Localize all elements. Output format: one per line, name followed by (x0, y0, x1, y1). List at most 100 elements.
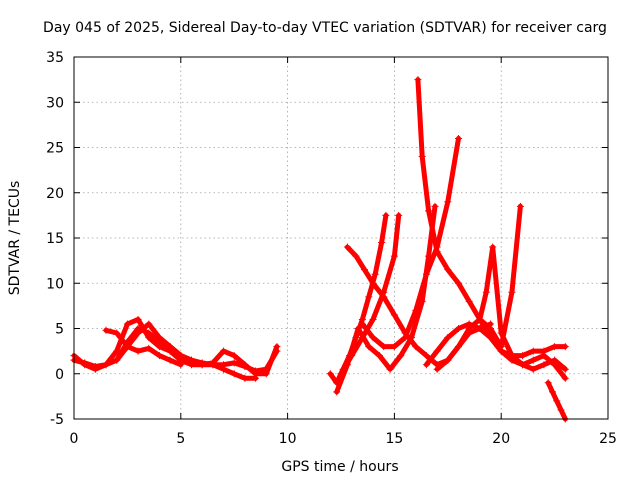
data-point (401, 334, 409, 342)
data-point (433, 243, 441, 251)
series-line (327, 212, 389, 386)
data-point (333, 388, 341, 396)
y-tick-label: 5 (55, 322, 64, 338)
x-tick-label: 15 (385, 431, 403, 447)
data-point (326, 370, 334, 378)
data-point (382, 211, 390, 219)
data-point (465, 320, 473, 328)
data-point (220, 365, 228, 373)
data-point (343, 361, 351, 369)
data-point (81, 361, 89, 369)
y-tick-label: 15 (46, 231, 64, 247)
data-point (187, 356, 195, 364)
data-point (487, 325, 495, 332)
data-point (134, 329, 142, 337)
data-point (390, 252, 398, 260)
data-point (390, 343, 398, 351)
data-point (476, 325, 484, 332)
data-point (102, 326, 110, 334)
data-point (425, 207, 433, 215)
data-point (113, 356, 121, 364)
data-point (544, 379, 552, 387)
data-point (487, 334, 495, 342)
data-point (561, 343, 569, 351)
data-point (407, 334, 415, 342)
data-point (252, 374, 260, 382)
data-point (220, 347, 228, 355)
series-line (423, 321, 568, 381)
data-point (529, 347, 537, 355)
data-point (397, 352, 405, 360)
data-point (343, 243, 351, 251)
data-point (548, 388, 556, 396)
series-line (477, 244, 568, 372)
data-point (465, 297, 473, 305)
data-point (371, 270, 379, 278)
data-point (113, 347, 121, 355)
y-tick-label: -5 (50, 412, 64, 428)
data-point (166, 343, 174, 351)
grid-lines (74, 57, 608, 419)
series-arc-12 (422, 320, 569, 382)
data-point (369, 315, 377, 323)
series-line (103, 327, 184, 368)
data-point (431, 202, 439, 210)
data-point (561, 374, 569, 382)
data-point (198, 361, 206, 369)
x-tick-label: 5 (176, 431, 185, 447)
data-point (529, 356, 537, 364)
x-tick-label: 0 (70, 431, 79, 447)
data-point (354, 325, 362, 332)
data-point (123, 320, 131, 328)
data-point (519, 361, 527, 369)
series-arc-4 (113, 320, 260, 382)
data-point (390, 311, 398, 319)
data-point (166, 356, 174, 364)
data-series (70, 76, 569, 423)
data-point (369, 279, 377, 287)
series-line (114, 321, 259, 381)
data-point (262, 370, 270, 378)
data-point (91, 365, 99, 373)
data-point (497, 329, 505, 337)
data-point (454, 343, 462, 351)
data-point (113, 329, 121, 337)
data-point (145, 344, 153, 352)
data-point (145, 334, 153, 342)
x-tick-label: 25 (599, 431, 617, 447)
data-point (412, 306, 420, 314)
data-point (476, 315, 484, 323)
axis-ticks: 0 5 10 15 20 25 -5 0 5 10 15 20 25 30 35 (46, 50, 617, 447)
data-point (155, 352, 163, 360)
y-axis-label: SDTVAR / TECUs (7, 181, 23, 296)
data-point (519, 352, 527, 360)
data-point (241, 374, 249, 382)
data-point (553, 397, 561, 405)
data-point (177, 361, 185, 369)
data-point (444, 356, 452, 364)
data-point (241, 361, 249, 369)
data-point (375, 352, 383, 360)
data-point (433, 365, 441, 373)
series-arc-14 (544, 379, 569, 423)
data-point (273, 343, 281, 351)
data-point (230, 359, 238, 367)
data-point (414, 76, 422, 84)
data-point (380, 288, 388, 296)
data-point (412, 343, 420, 351)
data-point (369, 334, 377, 342)
y-tick-label: 35 (46, 50, 64, 66)
data-point (497, 347, 505, 355)
series-arc-10 (358, 134, 462, 351)
data-point (444, 334, 452, 342)
y-tick-label: 20 (46, 186, 64, 202)
data-point (418, 153, 426, 161)
x-tick-label: 10 (279, 431, 297, 447)
data-point (102, 361, 110, 369)
data-point (360, 266, 368, 274)
data-point (352, 252, 360, 260)
data-point (155, 334, 163, 342)
data-point (380, 343, 388, 351)
data-point (365, 343, 373, 351)
